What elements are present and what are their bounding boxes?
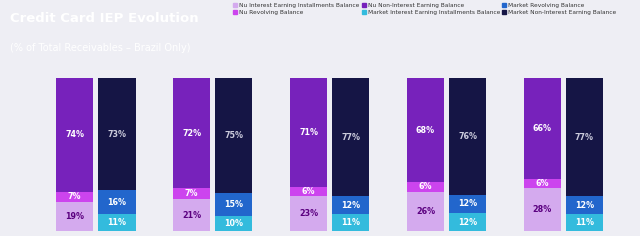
Bar <box>566 196 604 215</box>
Bar <box>524 179 561 189</box>
Text: 75%: 75% <box>224 131 243 140</box>
Bar <box>215 216 252 231</box>
Bar <box>449 78 486 194</box>
Bar <box>524 189 561 231</box>
Text: 66%: 66% <box>533 124 552 133</box>
Text: 6%: 6% <box>419 182 432 191</box>
Bar <box>449 213 486 231</box>
Bar <box>407 191 444 231</box>
Text: 26%: 26% <box>416 207 435 216</box>
Text: 7%: 7% <box>185 189 198 198</box>
Text: 16%: 16% <box>108 198 126 207</box>
Text: 73%: 73% <box>108 130 126 139</box>
Text: 12%: 12% <box>575 201 594 210</box>
Legend: Nu Interest Earning Installments Balance, Nu Revolving Balance, Nu Non-Interest : Nu Interest Earning Installments Balance… <box>234 3 616 15</box>
Bar <box>407 182 444 191</box>
Text: 72%: 72% <box>182 129 201 138</box>
Text: 10%: 10% <box>224 219 243 228</box>
Text: 6%: 6% <box>536 179 549 188</box>
Bar <box>332 78 369 196</box>
Bar <box>566 215 604 231</box>
Text: 15%: 15% <box>224 200 243 209</box>
Bar <box>290 196 327 231</box>
Bar <box>98 78 136 190</box>
Text: 77%: 77% <box>575 133 594 142</box>
Bar <box>98 215 136 231</box>
Text: 74%: 74% <box>65 131 84 139</box>
Bar <box>56 78 93 191</box>
Bar <box>290 187 327 196</box>
Text: 21%: 21% <box>182 211 201 220</box>
Bar <box>290 78 327 187</box>
Text: 71%: 71% <box>299 128 318 137</box>
Text: (% of Total Receivables – Brazil Only): (% of Total Receivables – Brazil Only) <box>10 42 190 53</box>
Bar <box>173 199 211 231</box>
Bar <box>173 189 211 199</box>
Bar <box>332 215 369 231</box>
Bar <box>449 194 486 213</box>
Bar <box>566 78 604 196</box>
Bar <box>407 78 444 182</box>
Bar <box>173 78 211 189</box>
Text: 23%: 23% <box>299 209 318 218</box>
Bar <box>215 193 252 216</box>
Text: 12%: 12% <box>458 199 477 208</box>
Bar <box>56 191 93 202</box>
Text: 76%: 76% <box>458 132 477 141</box>
Text: 77%: 77% <box>341 133 360 142</box>
Text: 19%: 19% <box>65 212 84 221</box>
Bar <box>215 78 252 193</box>
Bar <box>98 190 136 215</box>
Text: Credit Card IEP Evolution: Credit Card IEP Evolution <box>10 12 198 25</box>
Text: 28%: 28% <box>532 205 552 214</box>
Text: 11%: 11% <box>575 218 594 227</box>
Bar <box>524 78 561 179</box>
Text: 6%: 6% <box>302 187 316 196</box>
Bar <box>56 202 93 231</box>
Text: 11%: 11% <box>108 218 126 227</box>
Text: 7%: 7% <box>68 192 81 201</box>
Text: 12%: 12% <box>458 218 477 227</box>
Bar <box>332 196 369 215</box>
Text: 68%: 68% <box>416 126 435 135</box>
Text: 12%: 12% <box>341 201 360 210</box>
Text: 11%: 11% <box>341 218 360 227</box>
